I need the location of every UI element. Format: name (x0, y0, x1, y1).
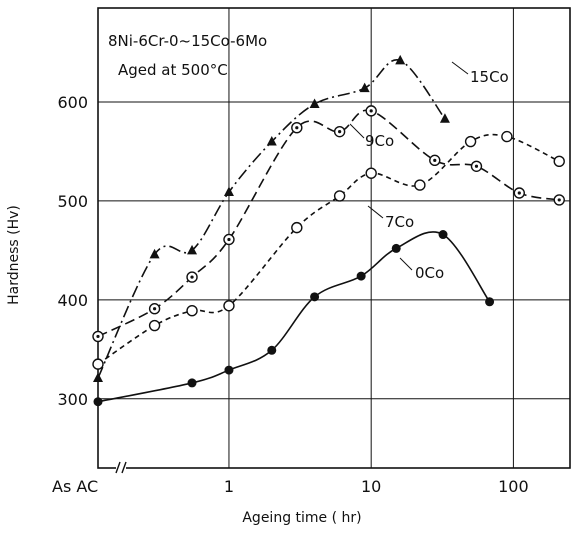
annotation-line-2: Aged at 500°C (118, 61, 228, 79)
series-label-15co: 15Co (470, 68, 509, 86)
data-point-9co (365, 105, 377, 117)
data-point-9co (223, 233, 235, 246)
marker-dot (338, 130, 342, 134)
marker-dot (517, 191, 521, 195)
axis-break-stroke (121, 461, 127, 474)
x-axis-label: Ageing time ( hr) (242, 510, 361, 526)
marker-dot (295, 126, 299, 130)
marker-dot (152, 307, 157, 311)
data-point-0co (356, 271, 366, 281)
series-label-0co: 0Co (415, 264, 444, 282)
x-tick-label: 10 (361, 477, 381, 496)
data-point-0co (187, 378, 197, 388)
series-label-9co: 9Co (365, 132, 394, 150)
data-point-9co (291, 121, 303, 134)
series-curves (97, 59, 560, 403)
annotation-line-1: 8Ni-6Cr-0~15Co-6Mo (108, 32, 267, 50)
data-point-15co (359, 82, 370, 93)
data-point-0co (267, 345, 277, 355)
data-point-0co (438, 230, 448, 240)
data-point-0co (310, 292, 320, 302)
data-point-9co (429, 154, 441, 167)
data-point-9co (148, 303, 161, 315)
x-tick-label: 1 (224, 477, 234, 496)
data-point-7co (92, 358, 104, 370)
data-point-9co (92, 330, 104, 343)
series-labels: 15Co 9Co 7Co 0Co (349, 61, 509, 282)
data-point-15co (395, 54, 406, 65)
y-tick-label: 400 (57, 291, 88, 310)
y-tick-label: 600 (57, 93, 88, 112)
data-point-7co (414, 179, 426, 191)
data-point-15co (439, 113, 450, 123)
data-point-15co (266, 136, 277, 146)
marker-dot (96, 334, 100, 339)
data-point-15co (223, 186, 234, 196)
series-label-7co: 7Co (385, 213, 414, 231)
axis-ticks: 300 400 500 600 As AC 1 10 100 (52, 93, 529, 496)
marker-dot (433, 158, 437, 162)
y-axis-label: Hardness (Hv) (6, 205, 22, 305)
plot-area-frame (97, 7, 571, 469)
axis-break-mark (115, 461, 127, 474)
series-curve-7co (97, 133, 560, 365)
data-point-15co (93, 372, 103, 382)
series-curve-9co (97, 109, 560, 338)
series-label-leader (399, 257, 413, 271)
data-point-0co (485, 297, 495, 307)
data-point-9co (186, 271, 198, 283)
data-point-0co (391, 243, 401, 253)
data-point-7co (501, 130, 513, 143)
marker-dot (190, 275, 194, 279)
data-point-7co (186, 305, 198, 317)
y-tick-label: 500 (57, 192, 88, 211)
data-point-7co (464, 135, 477, 148)
marker-dot (474, 164, 479, 168)
series-label-leader (367, 205, 384, 219)
y-tick-label: 300 (57, 390, 88, 409)
series-label-leader (451, 61, 469, 75)
data-point-7co (333, 190, 346, 202)
marker-dot (227, 237, 231, 242)
data-point-15co (149, 248, 160, 259)
marker-dot (369, 109, 373, 113)
data-point-15co (187, 244, 198, 255)
data-point-9co (333, 125, 346, 138)
data-point-7co (291, 221, 303, 234)
data-point-9co (553, 194, 565, 206)
data-point-7co (223, 300, 235, 312)
data-point-9co (513, 187, 525, 199)
x-tick-label: 100 (498, 477, 529, 496)
x-tick-label: As AC (52, 477, 98, 496)
data-point-9co (470, 160, 483, 172)
series-label-leader (349, 123, 365, 139)
axis-break-stroke (115, 461, 121, 474)
axis-break-gap (116, 462, 126, 474)
data-point-15co (309, 98, 320, 108)
series-points (92, 54, 565, 407)
data-point-7co (148, 319, 161, 332)
marker-dot (557, 198, 561, 202)
data-point-7co (365, 167, 377, 179)
data-point-0co (93, 397, 103, 407)
data-point-0co (224, 365, 234, 375)
data-point-7co (553, 155, 565, 168)
